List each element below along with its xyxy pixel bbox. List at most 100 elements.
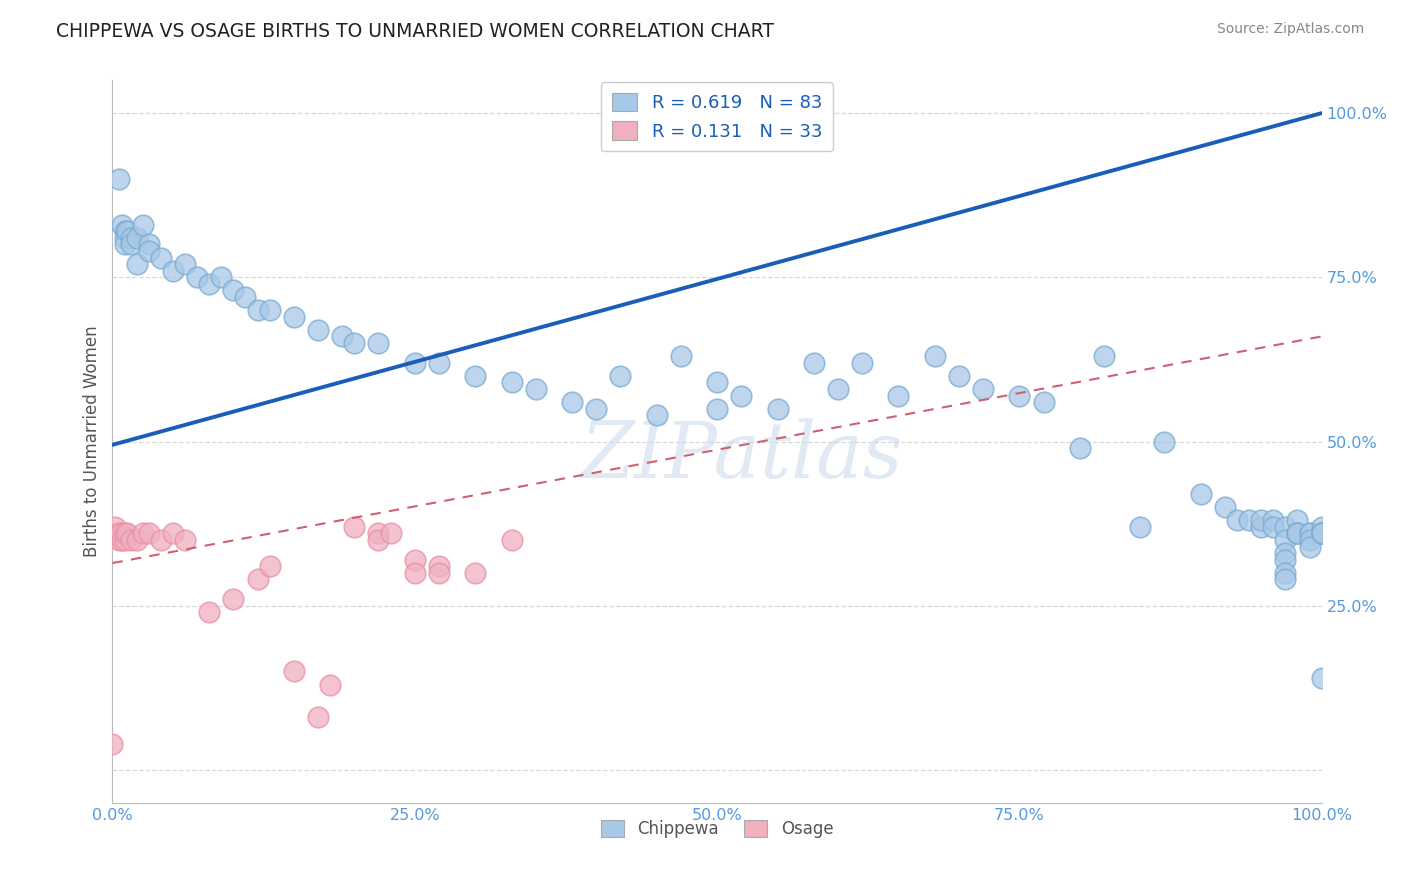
Point xyxy=(1092,349,1115,363)
Point xyxy=(125,231,148,245)
Point xyxy=(222,592,245,607)
Point xyxy=(114,526,136,541)
Point xyxy=(132,526,155,541)
Point xyxy=(107,533,129,547)
Point xyxy=(186,270,208,285)
Point xyxy=(235,290,257,304)
Point xyxy=(1310,526,1333,541)
Point xyxy=(1237,513,1260,527)
Point xyxy=(115,526,138,541)
Point xyxy=(501,533,523,547)
Point xyxy=(948,368,970,383)
Point xyxy=(1069,441,1091,455)
Point xyxy=(1129,520,1152,534)
Point xyxy=(827,382,849,396)
Point xyxy=(645,409,668,423)
Point xyxy=(283,665,305,679)
Point xyxy=(427,559,450,574)
Point xyxy=(766,401,789,416)
Point xyxy=(367,336,389,351)
Point xyxy=(561,395,583,409)
Point xyxy=(1250,513,1272,527)
Point xyxy=(101,737,124,751)
Point xyxy=(343,336,366,351)
Point xyxy=(1189,487,1212,501)
Point xyxy=(330,329,353,343)
Point xyxy=(1298,540,1320,554)
Point xyxy=(803,356,825,370)
Point xyxy=(464,566,486,580)
Point xyxy=(404,553,426,567)
Point xyxy=(120,231,142,245)
Point xyxy=(1310,526,1333,541)
Point xyxy=(1310,526,1333,541)
Point xyxy=(246,303,269,318)
Point xyxy=(464,368,486,383)
Point xyxy=(162,526,184,541)
Point xyxy=(1274,553,1296,567)
Legend: Chippewa, Osage: Chippewa, Osage xyxy=(595,814,839,845)
Point xyxy=(367,533,389,547)
Point xyxy=(1286,526,1309,541)
Point xyxy=(851,356,873,370)
Point xyxy=(1274,566,1296,580)
Point xyxy=(1274,520,1296,534)
Point xyxy=(111,218,134,232)
Point xyxy=(120,533,142,547)
Point xyxy=(1153,434,1175,449)
Point xyxy=(283,310,305,324)
Point xyxy=(1008,388,1031,402)
Point xyxy=(149,251,172,265)
Point xyxy=(114,224,136,238)
Point xyxy=(404,356,426,370)
Text: CHIPPEWA VS OSAGE BIRTHS TO UNMARRIED WOMEN CORRELATION CHART: CHIPPEWA VS OSAGE BIRTHS TO UNMARRIED WO… xyxy=(56,22,775,41)
Point xyxy=(125,257,148,271)
Point xyxy=(887,388,910,402)
Point xyxy=(1263,520,1285,534)
Point xyxy=(198,605,221,619)
Point xyxy=(972,382,994,396)
Point xyxy=(427,356,450,370)
Point xyxy=(209,270,232,285)
Point xyxy=(132,218,155,232)
Point xyxy=(319,677,342,691)
Point xyxy=(427,566,450,580)
Point xyxy=(1298,533,1320,547)
Point xyxy=(1298,526,1320,541)
Point xyxy=(1274,573,1296,587)
Point xyxy=(1286,526,1309,541)
Point xyxy=(114,231,136,245)
Point xyxy=(120,237,142,252)
Point xyxy=(1213,500,1236,515)
Point xyxy=(246,573,269,587)
Point xyxy=(174,257,197,271)
Point xyxy=(524,382,547,396)
Point xyxy=(706,401,728,416)
Text: ZIPatlas: ZIPatlas xyxy=(581,417,903,494)
Point xyxy=(669,349,692,363)
Point xyxy=(1274,546,1296,560)
Point xyxy=(104,520,127,534)
Point xyxy=(1286,513,1309,527)
Point xyxy=(1250,520,1272,534)
Point xyxy=(924,349,946,363)
Point xyxy=(343,520,366,534)
Point xyxy=(125,533,148,547)
Point xyxy=(307,710,329,724)
Point xyxy=(138,237,160,252)
Point xyxy=(107,526,129,541)
Point xyxy=(198,277,221,291)
Point xyxy=(259,559,281,574)
Text: Source: ZipAtlas.com: Source: ZipAtlas.com xyxy=(1216,22,1364,37)
Point xyxy=(149,533,172,547)
Point xyxy=(107,171,129,186)
Point xyxy=(307,323,329,337)
Point xyxy=(1310,520,1333,534)
Point xyxy=(138,244,160,258)
Point xyxy=(380,526,402,541)
Point xyxy=(1263,513,1285,527)
Point xyxy=(1310,671,1333,685)
Point xyxy=(404,566,426,580)
Point xyxy=(115,224,138,238)
Point xyxy=(111,533,134,547)
